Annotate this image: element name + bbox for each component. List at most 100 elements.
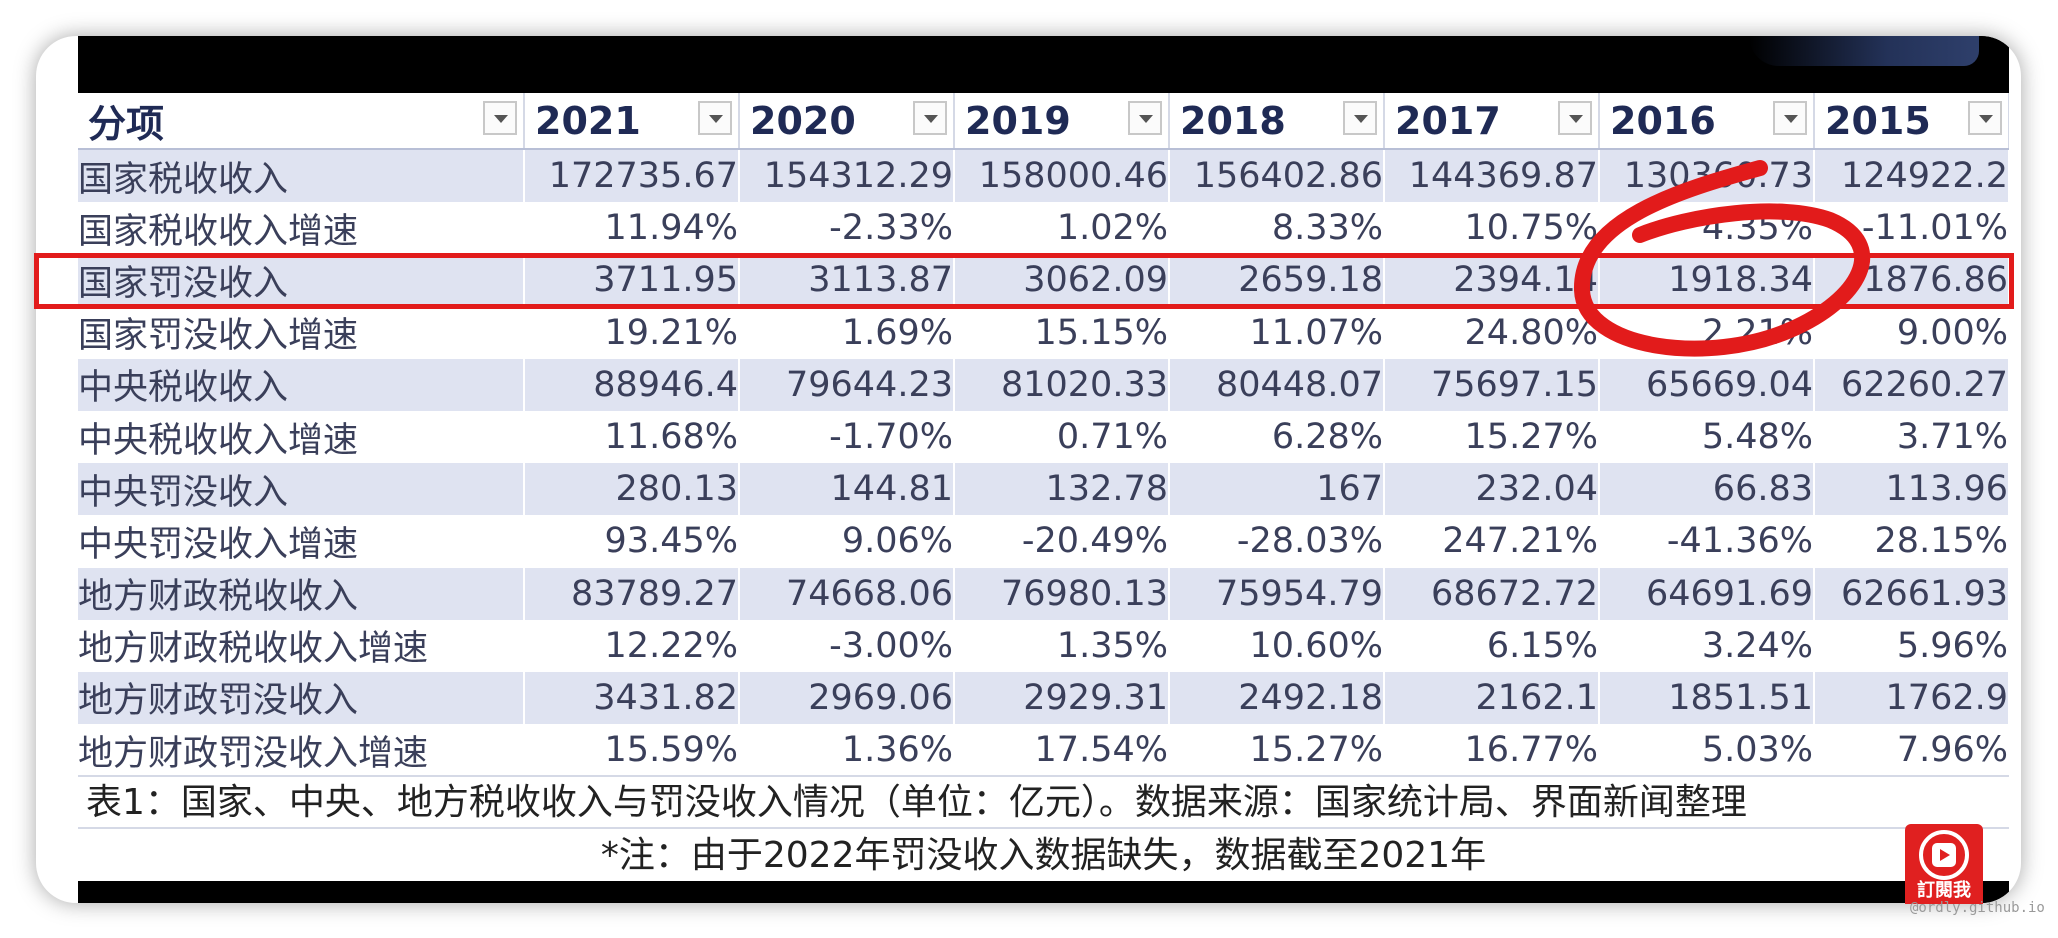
row-label: 国家罚没收入 [78, 254, 525, 307]
table-row: 地方财政罚没收入增速 15.59% 1.36% 17.54% 15.27% 16… [78, 724, 2009, 777]
table-cell: 5.03% [1599, 724, 1815, 777]
header-cell[interactable]: 2015 [1814, 93, 2009, 150]
table-cell: 75697.15 [1384, 358, 1600, 411]
table-row: 地方财政税收收入 83789.27 74668.06 76980.13 7595… [78, 567, 2009, 620]
row-label: 中央罚没收入增速 [78, 515, 525, 568]
table-cell: 247.21% [1384, 515, 1600, 568]
table-footnote: *注：由于2022年罚没收入数据缺失，数据截至2021年 [78, 827, 2009, 883]
table-cell: 113.96 [1814, 463, 2009, 516]
table-cell: 24.80% [1384, 306, 1600, 359]
header-cell[interactable]: 2019 [954, 93, 1170, 150]
table-cell: 16.77% [1384, 724, 1600, 777]
table-cell: 11.68% [524, 410, 740, 464]
table-cell: 2394.14 [1384, 254, 1600, 307]
table-cell: 1.35% [954, 619, 1170, 672]
header-label: 2021 [535, 98, 641, 143]
header-label: 2018 [1180, 98, 1286, 143]
header-cell[interactable]: 2018 [1169, 93, 1385, 150]
row-label: 国家税收收入增速 [78, 202, 525, 255]
table-row: 中央税收收入增速 11.68% -1.70% 0.71% 6.28% 15.27… [78, 410, 2009, 464]
table-cell: 79644.23 [739, 358, 955, 411]
table-cell: -1.70% [739, 410, 955, 464]
table-cell: 172735.67 [524, 149, 740, 203]
filter-dropdown-icon[interactable] [1343, 101, 1377, 135]
filter-dropdown-icon[interactable] [1128, 101, 1162, 135]
table-cell: 80448.07 [1169, 358, 1385, 411]
video-frame: 分项 2021 2020 2019 2018 2017 2016 2015 国家… [36, 36, 2021, 903]
play-button-icon [1919, 830, 1969, 880]
table-cell: 62260.27 [1814, 358, 2009, 411]
table-row: 中央罚没收入增速 93.45% 9.06% -20.49% -28.03% 24… [78, 515, 2009, 568]
row-label: 地方财政罚没收入 [78, 671, 525, 725]
header-cell[interactable]: 2021 [524, 93, 740, 150]
table-cell: 1851.51 [1599, 671, 1815, 725]
header-label: 分项 [88, 102, 165, 146]
table-cell: 66.83 [1599, 463, 1815, 516]
table-cell: 9.06% [739, 515, 955, 568]
filter-dropdown-icon[interactable] [913, 101, 947, 135]
table-header-row: 分项 2021 2020 2019 2018 2017 2016 2015 [78, 93, 2009, 150]
header-cell[interactable]: 2020 [739, 93, 955, 150]
table-cell: 5.48% [1599, 410, 1815, 464]
row-label: 国家税收收入 [78, 149, 525, 203]
table-cell: 2492.18 [1169, 671, 1385, 725]
subscribe-button[interactable]: 訂閱我 [1905, 824, 1983, 904]
table-cell: 5.96% [1814, 619, 2009, 672]
table-cell: 12.22% [524, 619, 740, 672]
table-cell: 7.96% [1814, 724, 2009, 777]
table-cell: 280.13 [524, 463, 740, 516]
table-cell: 2162.1 [1384, 671, 1600, 725]
table-cell: 62661.93 [1814, 567, 2009, 620]
row-label: 地方财政罚没收入增速 [78, 724, 525, 777]
table-cell: 154312.29 [739, 149, 955, 203]
subscribe-label: 訂閱我 [1917, 880, 1971, 901]
filter-dropdown-icon[interactable] [1968, 101, 2002, 135]
filter-dropdown-icon[interactable] [483, 101, 517, 135]
table-row: 国家税收收入 172735.67 154312.29 158000.46 156… [78, 149, 2009, 203]
table-cell: 158000.46 [954, 149, 1170, 203]
red-circle-annotation [1573, 160, 1870, 357]
header-label: 2015 [1825, 98, 1931, 143]
watermark-text: @ordly.github.io [1910, 900, 2045, 916]
video-player[interactable]: 分项 2021 2020 2019 2018 2017 2016 2015 国家… [78, 36, 2009, 903]
table-cell: 8.33% [1169, 202, 1385, 255]
table-cell: 10.60% [1169, 619, 1385, 672]
table-cell: 1.69% [739, 306, 955, 359]
table-cell: 3062.09 [954, 254, 1170, 307]
table-cell: 15.27% [1384, 410, 1600, 464]
header-label: 2017 [1395, 98, 1501, 143]
table-cell: 3431.82 [524, 671, 740, 725]
top-decoration [1749, 36, 1979, 66]
header-cell[interactable]: 2016 [1599, 93, 1815, 150]
table-cell: 93.45% [524, 515, 740, 568]
table-cell: 11.07% [1169, 306, 1385, 359]
video-top-bar [78, 36, 2009, 93]
header-label: 2016 [1610, 98, 1716, 143]
table-cell: -3.00% [739, 619, 955, 672]
table-cell: 0.71% [954, 410, 1170, 464]
table-cell: 15.59% [524, 724, 740, 777]
table-cell: -28.03% [1169, 515, 1385, 568]
table-cell: 232.04 [1384, 463, 1600, 516]
header-cell[interactable]: 2017 [1384, 93, 1600, 150]
row-label: 国家罚没收入增速 [78, 306, 525, 359]
table-cell: 6.15% [1384, 619, 1600, 672]
table-cell: 1.02% [954, 202, 1170, 255]
table-cell: 88946.4 [524, 358, 740, 411]
table-cell: 74668.06 [739, 567, 955, 620]
header-cell[interactable]: 分项 [78, 93, 525, 150]
row-highlight-box [34, 253, 2014, 309]
table-cell: 81020.33 [954, 358, 1170, 411]
filter-dropdown-icon[interactable] [698, 101, 732, 135]
filter-dropdown-icon[interactable] [1773, 101, 1807, 135]
table-cell: 9.00% [1814, 306, 2009, 359]
table-cell: 75954.79 [1169, 567, 1385, 620]
table-cell: 167 [1169, 463, 1385, 516]
table-cell: 10.75% [1384, 202, 1600, 255]
filter-dropdown-icon[interactable] [1558, 101, 1592, 135]
table-row: 国家罚没收入 3711.95 3113.87 3062.09 2659.18 2… [78, 254, 2009, 307]
table-cell: 144369.87 [1384, 149, 1600, 203]
table-row: 地方财政罚没收入 3431.82 2969.06 2929.31 2492.18… [78, 671, 2009, 725]
table-row: 中央罚没收入 280.13 144.81 132.78 167 232.04 6… [78, 463, 2009, 516]
header-label: 2020 [750, 98, 856, 143]
